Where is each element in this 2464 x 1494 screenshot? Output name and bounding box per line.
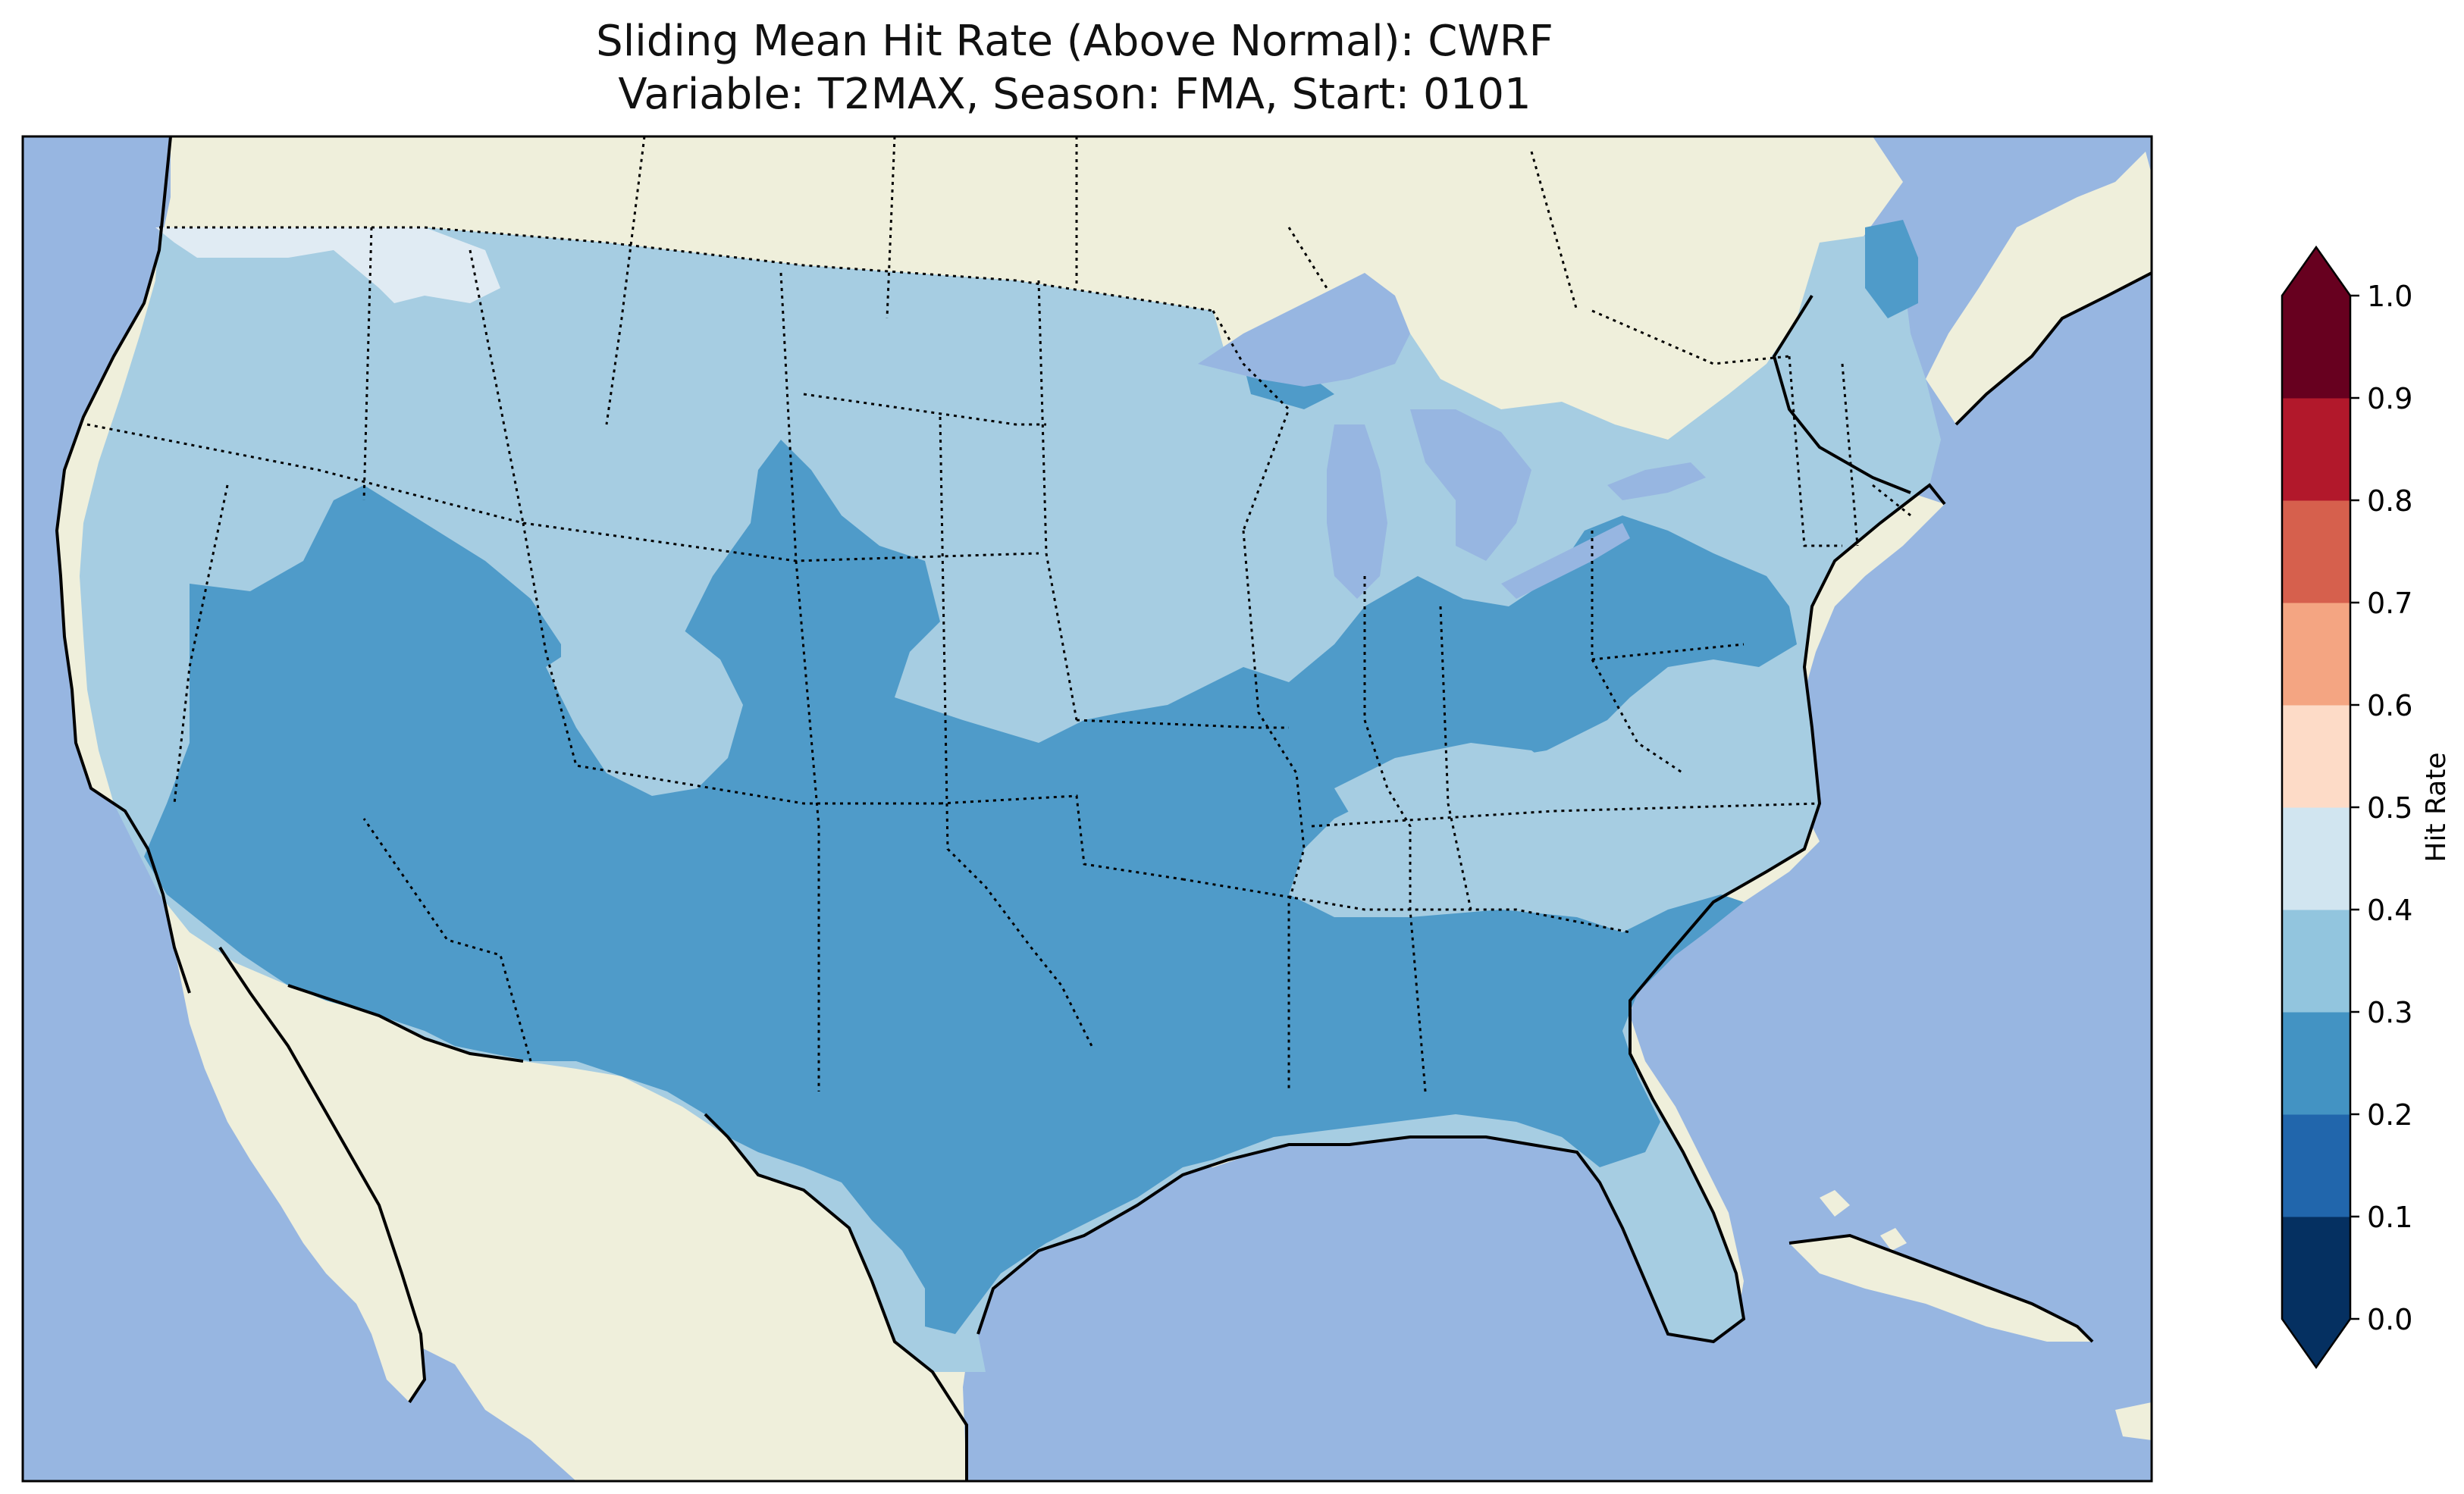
colorbar-tick-label: 0.4 [2367,894,2412,927]
land-baja-california [220,947,425,1402]
lake-superior [1198,273,1410,387]
colorbar-tick-label: 0.6 [2367,689,2412,722]
colorbar-extend-under [2282,1319,2350,1367]
colorbar-tick-label: 0.5 [2367,791,2412,825]
colorbar-segment [2282,1217,2350,1320]
colorbar-segment [2282,910,2350,1013]
land-hispaniola [2115,1402,2152,1440]
colorbar-tick-label: 0.9 [2367,382,2412,415]
colorbar-segment [2282,296,2350,399]
field-0.2-0.3-maine [1865,220,1918,318]
title-line-1: Sliding Mean Hit Rate (Above Normal): CW… [596,17,1553,66]
map-title: Sliding Mean Hit Rate (Above Normal): CW… [0,15,2149,121]
colorbar-tick-label: 0.8 [2367,484,2412,518]
land-bahamas [1820,1190,1907,1251]
colorbar-tick-label: 1.0 [2367,280,2412,313]
colorbar-segment [2282,603,2350,706]
colorbar-segment [2282,1114,2350,1217]
colorbar-segment [2282,705,2350,808]
lake-huron [1410,409,1531,561]
state-borders [86,136,1911,1092]
colorbar-extend-over [2282,247,2350,296]
colorbar-tick-label: 0.1 [2367,1201,2412,1234]
colorbar-segment [2282,807,2350,910]
lake-erie [1501,523,1630,599]
colorbar-label: Hit Rate [2421,752,2452,862]
coastlines [55,136,2152,1481]
field-0.4-0.5 [155,227,500,303]
land-canada-maritimes [1926,152,2152,424]
field-0.3-0.4-colorado-plateau [546,606,743,796]
lake-ontario [1607,462,1706,500]
colorbar-tick-label: 0.7 [2367,587,2412,620]
colorbar-tick-label: 0.2 [2367,1098,2412,1132]
colorbar-tick-label: 0.0 [2367,1303,2412,1336]
colorbar-segment [2282,500,2350,603]
land-cuba [1789,1236,2093,1342]
colorbar-tick-label: 0.3 [2367,996,2412,1029]
map-frame [21,135,2153,1483]
title-line-2: Variable: T2MAX, Season: FMA, Start: 010… [618,70,1531,119]
colorbar-segment [2282,1012,2350,1115]
colorbar-segment [2282,398,2350,501]
lake-michigan [1327,424,1387,599]
